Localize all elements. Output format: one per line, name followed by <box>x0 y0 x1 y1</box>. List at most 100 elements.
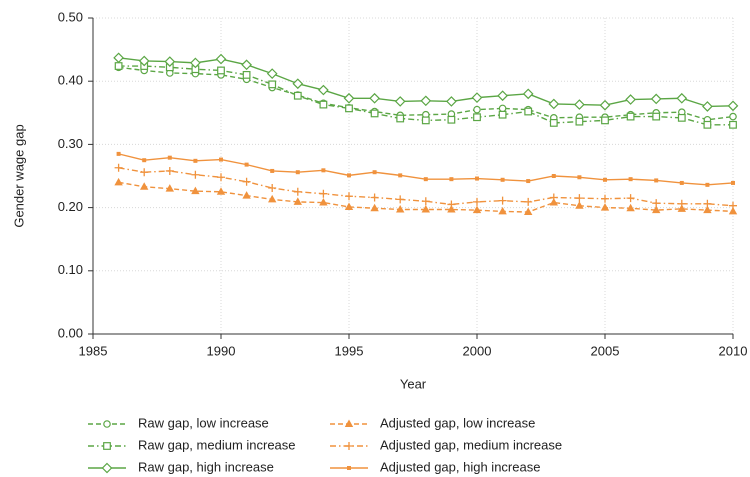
marker <box>626 194 635 203</box>
marker <box>114 163 123 172</box>
marker <box>242 177 251 186</box>
x-tick-label: 2000 <box>463 343 492 358</box>
marker <box>268 194 277 203</box>
marker <box>473 113 481 122</box>
marker <box>498 196 507 205</box>
marker <box>396 114 405 123</box>
marker <box>677 199 686 208</box>
marker <box>140 182 149 190</box>
marker <box>167 155 172 160</box>
x-axis-label: Year <box>400 376 427 391</box>
marker <box>676 92 688 104</box>
marker <box>500 177 505 182</box>
marker <box>601 194 609 203</box>
marker <box>472 205 482 214</box>
marker <box>522 88 534 100</box>
marker <box>497 90 508 102</box>
marker <box>372 170 377 175</box>
marker <box>295 170 300 175</box>
marker <box>241 59 252 71</box>
marker <box>138 55 150 67</box>
marker <box>703 205 712 214</box>
marker <box>729 201 737 210</box>
marker <box>677 113 686 122</box>
marker <box>551 174 556 178</box>
marker <box>548 98 560 110</box>
marker <box>575 117 584 126</box>
marker <box>293 197 302 205</box>
marker <box>116 151 121 156</box>
marker <box>650 93 662 105</box>
legend-label: Raw gap, high increase <box>138 459 274 474</box>
marker <box>703 199 712 208</box>
marker <box>729 112 737 121</box>
marker <box>165 184 174 192</box>
marker <box>652 205 661 214</box>
x-tick-label: 1985 <box>79 343 108 358</box>
marker <box>190 57 201 69</box>
marker <box>524 207 533 216</box>
marker <box>446 96 457 107</box>
marker <box>270 168 275 173</box>
marker <box>498 206 507 215</box>
legend-label: Adjusted gap, low increase <box>380 415 535 430</box>
y-tick-label: 0.50 <box>58 9 83 24</box>
marker <box>219 157 223 162</box>
marker <box>600 203 610 211</box>
marker <box>420 95 432 107</box>
marker <box>574 99 585 110</box>
x-tick-label: 2005 <box>591 343 620 358</box>
x-tick-label: 1990 <box>207 343 236 358</box>
marker <box>577 175 582 180</box>
marker <box>103 420 111 428</box>
marker <box>398 173 403 178</box>
marker <box>727 100 739 112</box>
marker <box>447 204 456 213</box>
marker <box>242 70 251 79</box>
marker <box>498 104 507 113</box>
y-tick-label: 0.00 <box>58 325 83 340</box>
marker <box>216 187 226 195</box>
marker <box>394 96 406 107</box>
marker <box>729 120 737 129</box>
marker <box>677 204 686 212</box>
x-tick-label: 1995 <box>335 343 364 358</box>
marker <box>549 193 558 202</box>
marker <box>370 203 379 212</box>
marker <box>142 158 147 163</box>
marker <box>652 199 661 208</box>
y-tick-label: 0.20 <box>58 199 83 214</box>
marker <box>575 201 584 209</box>
legend-label: Adjusted gap, medium increase <box>380 437 562 452</box>
marker <box>728 206 738 215</box>
marker <box>421 204 430 213</box>
marker <box>603 177 607 182</box>
marker <box>318 84 329 96</box>
marker <box>319 198 328 206</box>
marker <box>344 202 354 210</box>
marker <box>652 112 661 121</box>
marker <box>140 168 149 177</box>
marker <box>113 52 124 64</box>
marker <box>601 116 609 125</box>
marker <box>293 91 302 100</box>
marker <box>549 198 558 206</box>
marker <box>475 176 479 181</box>
y-tick-label: 0.40 <box>58 73 83 88</box>
marker <box>702 101 713 112</box>
marker <box>625 94 636 105</box>
marker <box>370 193 379 202</box>
marker <box>347 466 351 470</box>
marker <box>191 170 200 179</box>
marker <box>447 115 456 124</box>
marker <box>471 92 483 103</box>
marker <box>421 197 430 206</box>
y-tick-label: 0.30 <box>58 136 83 151</box>
y-axis-label: Gender wage gap <box>11 124 26 227</box>
marker <box>319 100 328 109</box>
marker <box>679 180 684 185</box>
marker <box>345 104 353 113</box>
marker <box>705 182 710 187</box>
marker <box>654 178 659 183</box>
marker <box>626 112 635 121</box>
